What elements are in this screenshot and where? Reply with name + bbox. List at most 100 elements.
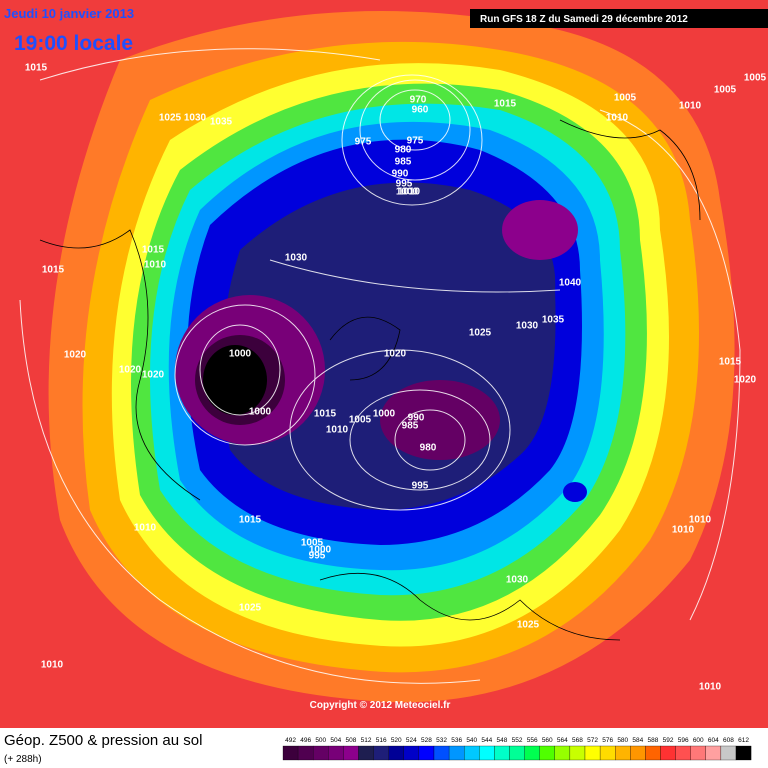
colorbar-tick-label: 528 (421, 737, 432, 744)
pressure-label: 1030 (285, 253, 308, 264)
colorbar-tick-label: 520 (391, 737, 402, 744)
run-box (470, 9, 768, 28)
colorbar-tick-label: 588 (648, 737, 659, 744)
pressure-label: 1035 (542, 315, 565, 326)
colorbar-swatch (328, 745, 344, 761)
geopotential-field (0, 0, 768, 728)
pressure-label: 1005 (349, 415, 372, 426)
colorbar-tick-label: 572 (587, 737, 598, 744)
colorbar-swatch (660, 745, 676, 761)
field-purple (502, 200, 578, 260)
date-label: Jeudi 10 janvier 2013 (4, 6, 134, 21)
pressure-label: 1010 (689, 515, 712, 526)
colorbar-swatch (479, 745, 495, 761)
colorbar-tick-label: 560 (542, 737, 553, 744)
colorbar-swatch (645, 745, 661, 761)
colorbar-swatch (403, 745, 420, 761)
colorbar-swatch (630, 745, 646, 761)
colorbar-swatch (297, 745, 314, 761)
colorbar-swatch (464, 745, 480, 761)
pressure-label: 1000 (249, 407, 272, 418)
pressure-label: 1010 (134, 523, 157, 534)
pressure-label: 1015 (25, 63, 48, 74)
pressure-label: 980 (395, 145, 412, 156)
pressure-label: 975 (355, 137, 372, 148)
pressure-label: 1025 (239, 603, 262, 614)
pressure-label: 1030 (516, 321, 539, 332)
colorbar-tick-label: 516 (376, 737, 387, 744)
pressure-label: 1015 (494, 99, 517, 110)
pressure-label: 1010 (699, 682, 722, 693)
colorbar-tick-label: 612 (738, 737, 749, 744)
pressure-label: 970 (410, 95, 427, 106)
colorbar-swatch (388, 745, 404, 761)
colorbar-swatch (433, 745, 450, 761)
pressure-label: 1005 (744, 73, 767, 84)
legend-title: Géop. Z500 & pression au sol (4, 732, 202, 749)
pressure-label: 1020 (64, 350, 87, 361)
colorbar-swatch (448, 745, 465, 761)
colorbar-tick-label: 496 (300, 737, 311, 744)
colorbar-tick-label: 524 (406, 737, 417, 744)
colorbar-tick-label: 576 (602, 737, 613, 744)
colorbar-swatch (690, 745, 706, 761)
field-purple (380, 380, 500, 460)
colorbar-swatch (720, 745, 737, 761)
isobars (19, 48, 741, 684)
colorbar-tick-label: 504 (330, 737, 341, 744)
pressure-label: 1010 (41, 660, 64, 671)
pressure-label: 1000 (309, 545, 332, 556)
pressure-label: 1005 (301, 538, 324, 549)
pressure-label: 1015 (239, 515, 262, 526)
pressure-label: 1015 (314, 409, 337, 420)
colorbar-swatch (735, 745, 752, 761)
pressure-label: 1025 (517, 620, 540, 631)
colorbar-tick-label: 544 (481, 737, 492, 744)
colorbar-tick-label: 584 (632, 737, 643, 744)
pressure-label: 990 (392, 169, 409, 180)
colorbar-swatch (358, 745, 374, 761)
colorbar-tick-label: 540 (466, 737, 477, 744)
colorbar: 492 496 500 504 508 512 516 520 524 528 532 536 540 5… (282, 737, 752, 761)
field-black (203, 345, 267, 415)
pressure-label: 1010 (398, 187, 421, 198)
pressure-label: 975 (407, 136, 424, 147)
pressure-label: 1025 (159, 113, 182, 124)
time-label: 19:00 locale (14, 32, 133, 55)
colorbar-swatch (569, 745, 586, 761)
pressure-label: 980 (420, 443, 437, 454)
colorbar-swatch (615, 745, 631, 761)
colorbar-tick-label: 500 (315, 737, 326, 744)
colorbar-tick-label: 608 (723, 737, 734, 744)
coastlines (39, 119, 701, 641)
run-label: Run GFS 18 Z du Samedi 29 décembre 2012 (480, 14, 688, 25)
pressure-label: 1000 (229, 349, 252, 360)
pressure-label: 985 (395, 157, 412, 168)
legend-subtitle: (+ 288h) (4, 754, 42, 765)
pressure-label: 1015 (142, 245, 165, 256)
colorbar-tick-label: 536 (451, 737, 462, 744)
colorbar-tick-label: 548 (497, 737, 508, 744)
pressure-label: 1020 (734, 375, 757, 386)
pressure-label: 1020 (142, 370, 165, 381)
colorbar-swatch (584, 745, 601, 761)
colorbar-swatch (373, 745, 389, 761)
pressure-label: 1015 (719, 357, 742, 368)
colorbar-tick-label: 532 (436, 737, 447, 744)
colorbar-tick-label: 552 (512, 737, 523, 744)
colorbar-tick-label: 596 (678, 737, 689, 744)
pressure-label: 1025 (469, 328, 492, 339)
copyright: Copyright © 2012 Meteociel.fr (310, 700, 451, 711)
pressure-label: 1010 (606, 113, 629, 124)
colorbar-tick-label: 492 (285, 737, 296, 744)
colorbar-swatch (675, 745, 691, 761)
pressure-label: 1040 (559, 278, 582, 289)
pressure-label: 1000 (396, 187, 419, 198)
pressure-label: 985 (402, 421, 419, 432)
colorbar-swatch (599, 745, 616, 761)
colorbar-tick-label: 580 (617, 737, 628, 744)
colorbar-swatch (343, 745, 359, 761)
